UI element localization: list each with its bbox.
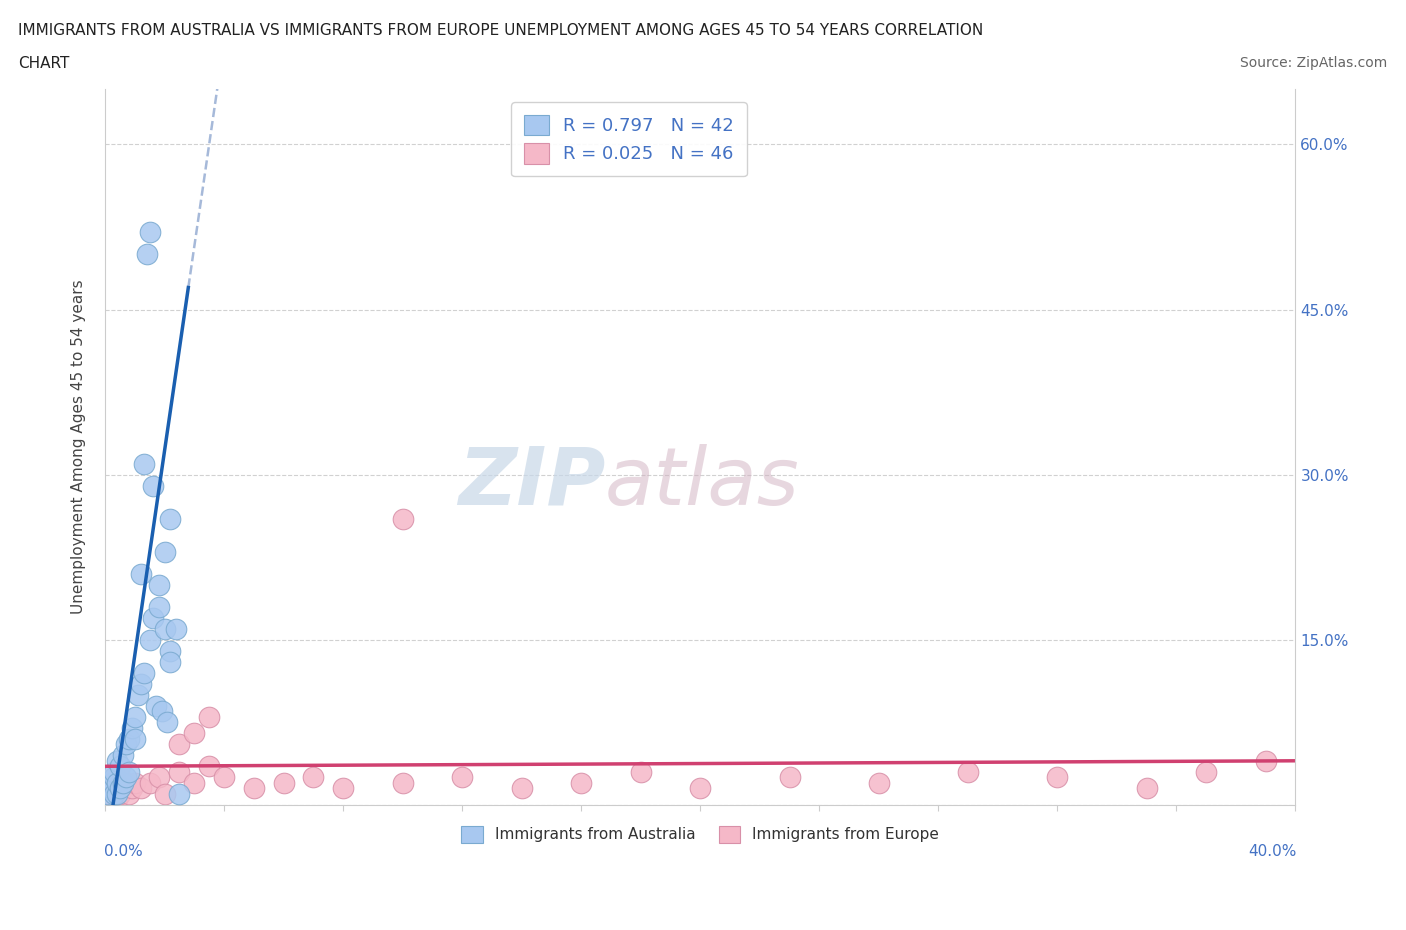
Point: [100, 776, 122, 790]
Point: [97, 791, 120, 806]
Point: [103, 787, 125, 802]
Point: [630, 764, 652, 779]
Point: [135, 247, 157, 262]
Point: [212, 770, 235, 785]
Point: [121, 781, 143, 796]
Point: [105, 791, 128, 806]
Point: [198, 710, 221, 724]
Point: [142, 610, 165, 625]
Point: [273, 776, 295, 790]
Text: Source: ZipAtlas.com: Source: ZipAtlas.com: [1240, 56, 1388, 70]
Point: [957, 764, 980, 779]
Point: [114, 737, 136, 751]
Point: [243, 781, 266, 796]
Point: [108, 770, 131, 785]
Point: [391, 776, 413, 790]
Point: [1136, 781, 1159, 796]
Point: [121, 721, 143, 736]
Point: [108, 787, 131, 802]
Text: ZIP: ZIP: [457, 444, 605, 522]
Point: [105, 776, 128, 790]
Point: [97, 787, 120, 802]
Legend: Immigrants from Australia, Immigrants from Europe: Immigrants from Australia, Immigrants fr…: [454, 817, 946, 851]
Text: IMMIGRANTS FROM AUSTRALIA VS IMMIGRANTS FROM EUROPE UNEMPLOYMENT AMONG AGES 45 T: IMMIGRANTS FROM AUSTRALIA VS IMMIGRANTS …: [18, 23, 984, 38]
Y-axis label: Unemployment Among Ages 45 to 54 years: Unemployment Among Ages 45 to 54 years: [72, 280, 86, 615]
Text: atlas: atlas: [605, 444, 800, 522]
Point: [105, 776, 128, 790]
Point: [169, 787, 191, 802]
Point: [165, 621, 187, 636]
Point: [183, 725, 205, 740]
Point: [159, 512, 181, 526]
Text: 0.0%: 0.0%: [104, 844, 142, 859]
Point: [451, 770, 474, 785]
Point: [103, 781, 125, 796]
Point: [159, 644, 181, 658]
Point: [148, 770, 170, 785]
Point: [1254, 753, 1277, 768]
Point: [302, 770, 325, 785]
Point: [138, 225, 160, 240]
Point: [1046, 770, 1069, 785]
Point: [105, 787, 128, 802]
Point: [124, 710, 146, 724]
Point: [569, 776, 592, 790]
Point: [148, 599, 170, 614]
Point: [510, 781, 533, 796]
Point: [100, 781, 122, 796]
Point: [183, 776, 205, 790]
Point: [114, 770, 136, 785]
Point: [132, 665, 155, 680]
Point: [105, 753, 128, 768]
Point: [689, 781, 711, 796]
Point: [127, 687, 149, 702]
Point: [391, 512, 413, 526]
Point: [148, 578, 170, 592]
Point: [114, 776, 136, 790]
Point: [153, 621, 176, 636]
Point: [868, 776, 890, 790]
Point: [108, 781, 131, 796]
Text: CHART: CHART: [18, 56, 70, 71]
Point: [103, 770, 125, 785]
Point: [124, 776, 146, 790]
Point: [103, 770, 125, 785]
Point: [111, 748, 134, 763]
Point: [145, 698, 167, 713]
Point: [118, 764, 141, 779]
Point: [153, 544, 176, 559]
Text: 40.0%: 40.0%: [1249, 844, 1296, 859]
Point: [129, 781, 152, 796]
Point: [118, 787, 141, 802]
Point: [169, 737, 191, 751]
Point: [779, 770, 801, 785]
Point: [150, 704, 173, 719]
Point: [111, 776, 134, 790]
Point: [103, 787, 125, 802]
Point: [129, 566, 152, 581]
Point: [156, 715, 179, 730]
Point: [111, 781, 134, 796]
Point: [97, 787, 120, 802]
Point: [332, 781, 354, 796]
Point: [1195, 764, 1218, 779]
Point: [100, 781, 122, 796]
Point: [159, 655, 181, 670]
Point: [153, 787, 176, 802]
Point: [138, 776, 160, 790]
Point: [129, 676, 152, 691]
Point: [198, 759, 221, 774]
Point: [138, 632, 160, 647]
Point: [108, 759, 131, 774]
Point: [118, 731, 141, 746]
Point: [169, 764, 191, 779]
Point: [100, 776, 122, 790]
Point: [132, 457, 155, 472]
Point: [103, 764, 125, 779]
Point: [124, 731, 146, 746]
Point: [142, 478, 165, 493]
Point: [100, 791, 122, 806]
